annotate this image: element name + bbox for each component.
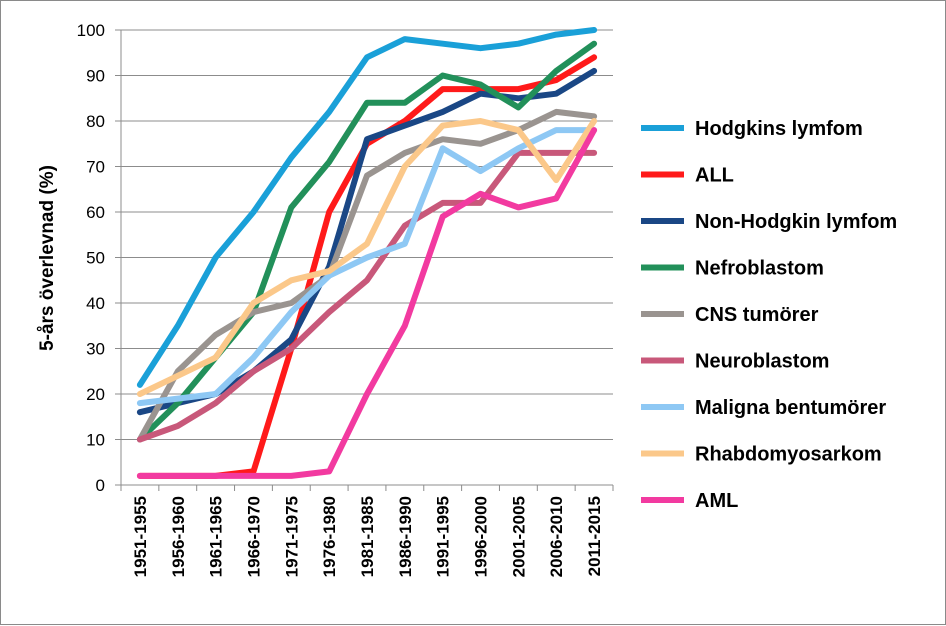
legend-label: AML [695, 490, 738, 512]
x-tick-label: 1976-1980 [320, 496, 339, 577]
x-axis-ticks: 1951-1955 1956-1960 1961-1965 1966-1970 1971… [120, 485, 614, 577]
series-line [136, 127, 598, 479]
y-tick-label: 0 [96, 476, 105, 495]
legend-label: Hodgkins lymfom [695, 118, 863, 140]
y-tick-label: 100 [77, 21, 105, 40]
series-lines [136, 27, 598, 479]
legend: Hodgkins lymfom ALL Non-Hodgkin lymfom Nefr… [641, 118, 897, 512]
legend-label: CNS tumörer [695, 304, 819, 326]
x-tick-label: 2006-2010 [547, 496, 566, 577]
x-tick-label: 1996-2000 [472, 496, 491, 577]
series-line [136, 27, 598, 388]
series-line [136, 127, 598, 407]
x-tick-label: 1961-1965 [207, 496, 226, 577]
x-tick-label: 1991-1995 [434, 496, 453, 577]
y-axis-title: 5-års överlevnad (%) [37, 165, 58, 351]
legend-label: Rhabdomyosarkom [695, 444, 882, 466]
x-tick-label: 1981-1985 [358, 496, 377, 577]
x-tick-label: 1966-1970 [244, 496, 263, 577]
y-tick-label: 80 [86, 112, 105, 131]
x-tick-label: 2011-2015 [585, 496, 604, 576]
legend-label: Nefroblastom [695, 258, 824, 280]
legend-label: ALL [695, 165, 734, 187]
y-tick-label: 60 [86, 203, 105, 222]
x-tick-label: 1951-1955 [131, 496, 150, 577]
y-tick-label: 30 [86, 340, 105, 359]
x-tick-label: 1971-1975 [282, 496, 301, 577]
y-tick-label: 10 [86, 431, 105, 450]
x-tick-label: 2001-2005 [509, 496, 528, 577]
y-tick-label: 50 [86, 249, 105, 268]
legend-label: Neuroblastom [695, 351, 829, 373]
legend-label: Maligna bentumörer [695, 397, 886, 419]
y-tick-label: 20 [86, 385, 105, 404]
legend-label: Non-Hodgkin lymfom [695, 211, 897, 233]
y-axis-ticks: 0 10 20 30 40 50 60 70 80 90 100 [77, 21, 121, 495]
y-tick-label: 70 [86, 158, 105, 177]
x-tick-label: 1986-1990 [396, 496, 415, 577]
series-line [136, 149, 598, 443]
y-tick-label: 40 [86, 294, 105, 313]
series-line [136, 118, 598, 397]
x-tick-label: 1956-1960 [169, 496, 188, 577]
y-tick-label: 90 [86, 67, 105, 86]
